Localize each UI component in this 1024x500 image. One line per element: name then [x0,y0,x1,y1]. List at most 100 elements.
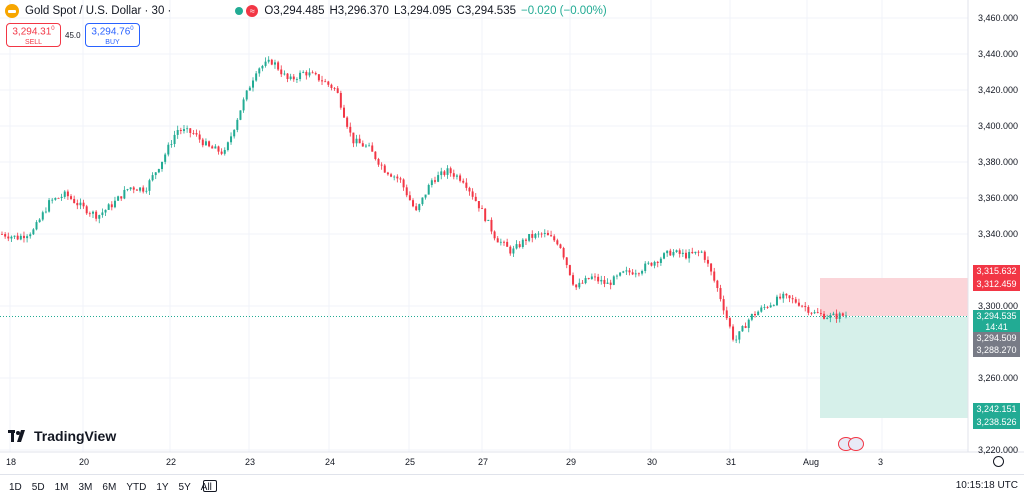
candle [823,311,826,320]
candle [581,279,584,284]
price-axis-label: 3,460.000 [977,13,1018,23]
sell-button[interactable]: 3,294.310 SELL [6,23,61,47]
candle [615,274,618,280]
candle [681,249,684,258]
timeframe-button[interactable]: 5D [31,481,45,493]
tp-tag-bottom: 3,312.459 [973,278,1020,291]
timeframe-button[interactable]: 1Y [156,481,169,493]
candle [32,228,35,236]
candle [85,204,88,215]
candle [675,249,678,253]
time-axis-label: 23 [245,457,256,467]
logo-text: TradingView [34,428,117,444]
timeframe-list[interactable]: 1D 5D 1M 3M 6M YTD 1Y 5Y All [4,482,217,493]
tradingview-logo[interactable]: TradingView [8,428,116,444]
settings-gear-icon[interactable] [993,456,1004,467]
candle [656,260,659,268]
bottom-toolbar[interactable]: 1D 5D 1M 3M 6M YTD 1Y 5Y All [0,474,1024,499]
candle [402,178,405,191]
candle [132,186,135,194]
candle [518,241,521,249]
candle [173,130,176,148]
candles [1,56,847,344]
candle [493,230,496,241]
candle [142,185,145,194]
timeframe-button[interactable]: 1D [9,481,22,493]
candle [791,294,794,304]
time-axis-label: 25 [405,457,416,467]
candle [399,176,402,183]
candle [794,296,797,304]
candle [405,184,408,198]
candle [697,250,700,257]
candle [650,262,653,267]
timeframe-button[interactable]: 6M [102,481,117,493]
candle [653,260,656,269]
candle [553,234,556,243]
symbol-legend[interactable]: Gold Spot / U.S. Dollar · 30 · ≈ O3,294.… [5,4,607,18]
timeframe-button[interactable]: All [200,481,212,493]
candle [515,240,518,250]
sl-tag-top: 3,242.151 [973,403,1020,416]
status-icons[interactable]: ≈ [235,5,259,17]
profit-zone[interactable] [820,317,968,418]
candle [728,317,731,329]
candle [506,238,509,247]
candle [148,178,151,196]
candle [590,273,593,280]
candle [110,201,113,211]
utc-clock[interactable]: 10:15:18 UTC [955,480,1018,491]
symbol-title[interactable]: Gold Spot / U.S. Dollar · 30 · [25,5,172,17]
candle [217,145,220,155]
candle [609,279,612,290]
candle [299,70,302,82]
candle [465,178,468,191]
candle [537,231,540,238]
time-axis-label: 18 [6,457,17,467]
candle [757,310,760,316]
candle [333,87,336,91]
candle [270,58,273,66]
candle [371,142,374,152]
candle [302,70,305,74]
candle [512,245,515,257]
loss-zone[interactable] [820,278,968,316]
price-axis-label: 3,380.000 [977,157,1018,167]
candle [201,137,204,148]
candle [280,65,283,78]
candle [779,293,782,300]
candle [283,70,286,76]
candle [744,322,747,329]
candle [120,196,123,201]
spread-value: 45.0 [65,31,81,40]
candle [70,194,73,201]
timeframe-button[interactable]: 5Y [178,481,191,493]
candle [308,68,311,78]
candle [267,56,270,64]
candle [273,59,276,69]
timeframe-button[interactable]: 1M [54,481,69,493]
candle [170,139,173,148]
calendar-range-icon[interactable] [203,480,217,492]
us-event-flag-icon[interactable] [848,437,864,451]
candle [481,205,484,210]
candle [361,140,364,147]
candle [722,295,725,315]
candle [841,312,844,317]
candle [204,138,207,146]
candle [534,233,537,240]
candle [98,214,101,224]
wave-icon[interactable]: ≈ [246,5,259,17]
candle [716,279,719,292]
candle [622,270,625,274]
buy-button[interactable]: 3,294.760 BUY [85,23,140,47]
candle [782,291,785,303]
candle [252,77,255,92]
candle [22,231,25,243]
price-axis-label: 3,360.000 [977,193,1018,203]
timeframe-button[interactable]: 3M [78,481,93,493]
candle [101,208,104,218]
timeframe-button[interactable]: YTD [126,481,147,493]
entry-tag-top: 3,294.509 [973,332,1020,345]
